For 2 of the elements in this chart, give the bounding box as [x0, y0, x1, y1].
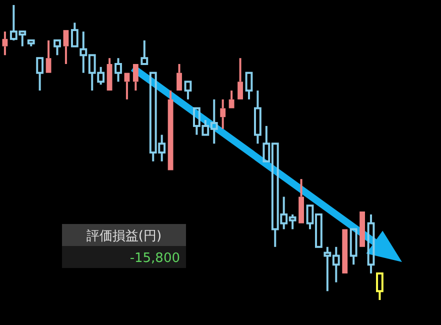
- annotation: -15,800: [130, 251, 180, 266]
- annotation: 評価損益(円): [86, 229, 162, 244]
